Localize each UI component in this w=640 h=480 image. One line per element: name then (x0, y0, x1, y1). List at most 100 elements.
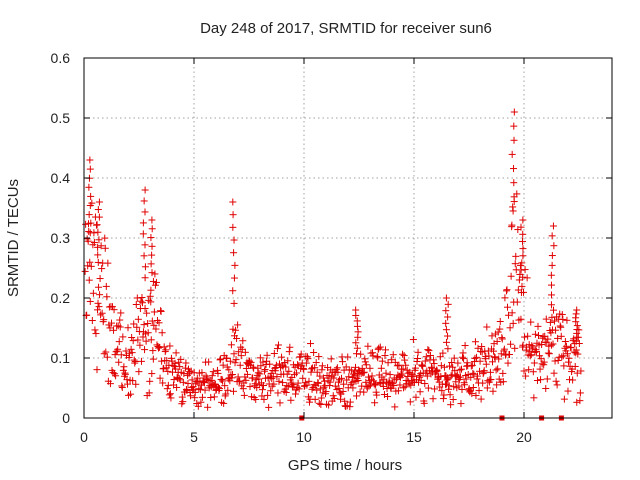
data-point (188, 376, 196, 384)
data-point (208, 372, 216, 380)
data-point (246, 383, 254, 391)
data-point (491, 353, 499, 361)
data-point (305, 398, 313, 406)
data-point (360, 388, 368, 396)
data-point (226, 357, 234, 365)
chart-title: Day 248 of 2017, SRMTID for receiver sun… (200, 20, 492, 37)
data-point (167, 394, 175, 402)
data-point (127, 390, 135, 398)
data-point (557, 332, 565, 340)
data-point (154, 342, 162, 350)
data-point (232, 326, 240, 334)
data-point (506, 324, 514, 332)
data-point (256, 370, 264, 378)
data-point (528, 345, 536, 353)
data-point (147, 336, 155, 344)
data-point (273, 345, 281, 353)
data-point (340, 380, 348, 388)
data-point (554, 334, 562, 342)
data-point (160, 343, 168, 351)
data-point (567, 344, 575, 352)
data-point (362, 378, 370, 386)
data-point (378, 357, 386, 365)
data-point (177, 355, 185, 363)
data-point (444, 300, 452, 308)
data-point (264, 391, 272, 399)
data-point (456, 366, 464, 374)
data-point (110, 306, 118, 314)
data-point (487, 375, 495, 383)
data-point (307, 368, 315, 376)
data-point (552, 377, 560, 385)
data-point (103, 293, 111, 301)
data-point (573, 306, 581, 314)
data-point (396, 381, 404, 389)
data-point (229, 211, 237, 219)
data-point (476, 357, 484, 365)
data-point (377, 364, 385, 372)
data-point (419, 362, 427, 370)
data-point (159, 379, 167, 387)
data-point (502, 287, 510, 295)
data-point (232, 356, 240, 364)
data-point (230, 249, 238, 257)
data-point (523, 274, 531, 282)
data-point (141, 241, 149, 249)
data-point (314, 379, 322, 387)
data-point (268, 375, 276, 383)
data-point (525, 366, 533, 374)
data-point (146, 292, 154, 300)
data-point (220, 399, 228, 407)
data-point (315, 399, 323, 407)
data-point (417, 376, 425, 384)
data-point (135, 368, 143, 376)
x-tick-label: 0 (80, 429, 88, 445)
data-point (122, 347, 130, 355)
data-point (450, 354, 458, 362)
data-point (299, 364, 307, 372)
data-point (439, 349, 447, 357)
data-point (230, 299, 238, 307)
data-point (208, 376, 216, 384)
data-point (398, 371, 406, 379)
data-point (553, 381, 561, 389)
data-point (548, 252, 556, 260)
data-point (518, 259, 526, 267)
data-point (501, 351, 509, 359)
data-point (468, 361, 476, 369)
data-point (116, 316, 124, 324)
data-point (519, 216, 527, 224)
data-point (429, 395, 437, 403)
data-point (252, 395, 260, 403)
data-point (547, 329, 555, 337)
data-point (143, 309, 151, 317)
data-point (213, 366, 221, 374)
data-point (229, 387, 237, 395)
data-point (150, 321, 158, 329)
data-point (103, 353, 111, 361)
data-point (266, 360, 274, 368)
data-point (506, 350, 514, 358)
data-point (436, 353, 444, 361)
data-point (175, 374, 183, 382)
data-point (338, 374, 346, 382)
data-point (148, 317, 156, 325)
data-point (182, 385, 190, 393)
data-point (276, 399, 284, 407)
y-tick-label: 0.1 (51, 350, 71, 366)
data-point (573, 369, 581, 377)
data-point (556, 322, 564, 330)
y-axis-label: SRMTID / TECUs (5, 179, 22, 297)
data-point (234, 373, 242, 381)
data-point (148, 269, 156, 277)
data-point (549, 340, 557, 348)
data-point (197, 398, 205, 406)
data-point (240, 391, 248, 399)
data-point (498, 334, 506, 342)
data-point (287, 396, 295, 404)
data-point (538, 341, 546, 348)
data-point (533, 376, 541, 384)
data-point (375, 344, 383, 352)
data-point (542, 384, 550, 392)
data-point (557, 323, 565, 331)
